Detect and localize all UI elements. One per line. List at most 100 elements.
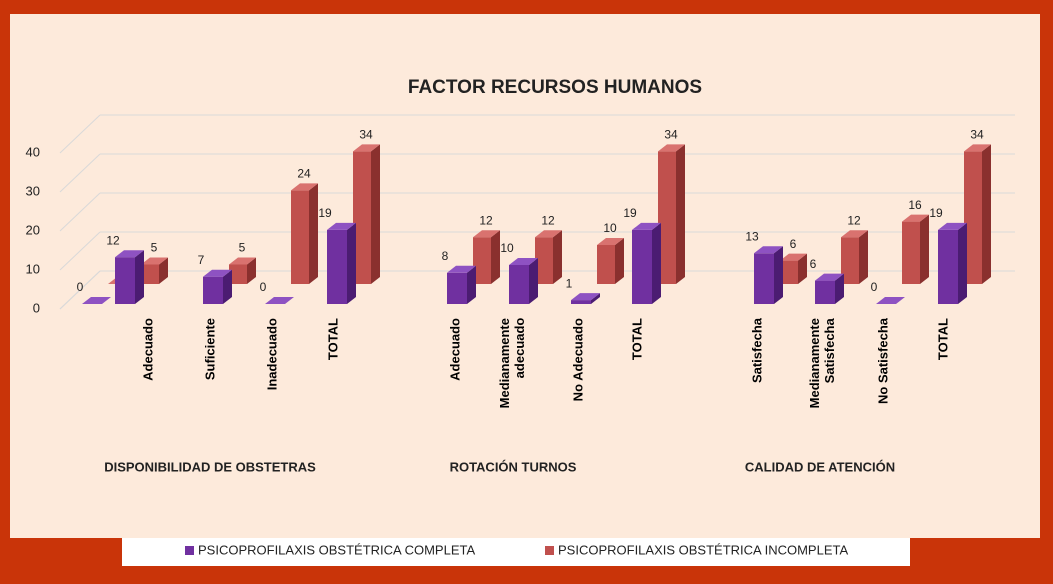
group-label: DISPONIBILIDAD DE OBSTETRAS	[104, 459, 316, 474]
bar-top	[353, 144, 380, 152]
x-tick-label: TOTAL	[935, 318, 951, 361]
bar-side	[774, 246, 783, 304]
data-label: 34	[970, 128, 984, 142]
bar-top	[876, 297, 905, 304]
bar-top	[815, 273, 844, 281]
bar-side	[309, 183, 318, 284]
data-label: 16	[908, 198, 922, 212]
data-label: 5	[151, 241, 158, 255]
data-label: 10	[500, 241, 514, 255]
x-tick-label: TOTAL	[325, 318, 341, 361]
bar-side	[615, 238, 624, 284]
bar	[632, 229, 652, 304]
bar	[658, 151, 676, 284]
legend-box	[122, 538, 910, 566]
bar-top	[841, 230, 868, 238]
bar-top	[82, 297, 111, 304]
bar	[597, 245, 615, 284]
bar-side	[347, 222, 356, 304]
data-label: 5	[239, 241, 246, 255]
x-tick-label: Medianamente Satisfecha	[807, 318, 837, 409]
data-label: 0	[77, 280, 84, 294]
bar-side	[135, 250, 144, 304]
bar-top	[964, 144, 991, 152]
bar-top	[571, 293, 600, 301]
bar-side	[223, 269, 232, 304]
bar-top	[597, 238, 624, 245]
bar	[841, 237, 859, 284]
bar-side	[982, 144, 991, 284]
bar-top	[291, 183, 318, 191]
bar	[353, 151, 371, 284]
data-label: 0	[260, 280, 267, 294]
x-tick-label: No Adecuado	[570, 318, 586, 402]
bar-top	[327, 222, 356, 230]
floor-edge	[59, 270, 101, 310]
x-tick-label: Adecuado	[447, 318, 463, 381]
bar-top	[509, 258, 538, 265]
bar	[473, 237, 491, 284]
data-label: 7	[198, 253, 205, 267]
bar-top	[632, 222, 661, 230]
bar-side	[159, 257, 168, 284]
legend-swatch	[545, 546, 554, 555]
bar-side	[371, 144, 380, 284]
x-tick-label: Suficiente	[202, 318, 218, 381]
data-label: 1	[566, 276, 573, 290]
data-label: 19	[929, 206, 943, 220]
bar-side	[467, 265, 476, 304]
grid-line	[59, 231, 101, 271]
bar-side	[529, 258, 538, 304]
bar-top	[535, 230, 562, 238]
data-label: 24	[297, 167, 311, 181]
bar-top	[754, 246, 783, 254]
bar-top	[902, 214, 929, 222]
bar	[509, 265, 529, 304]
bar-top	[203, 269, 232, 277]
legend-label: PSICOPROFILAXIS OBSTÉTRICA INCOMPLETA	[558, 542, 848, 557]
bar	[815, 280, 835, 304]
bar	[447, 272, 467, 304]
data-label: 12	[479, 213, 493, 227]
bar-top	[938, 222, 967, 230]
bar	[780, 260, 798, 284]
bar-side	[798, 253, 807, 284]
y-tick-label: 40	[26, 144, 40, 159]
grid-line	[59, 192, 101, 232]
bar	[141, 264, 159, 284]
bar-side	[553, 230, 562, 284]
bar-side	[835, 273, 844, 304]
data-label: 19	[623, 206, 637, 220]
data-label: 8	[442, 249, 449, 263]
bar-side	[591, 293, 600, 304]
x-tick-label: Inadecuado	[264, 318, 280, 391]
grid-line	[59, 153, 101, 193]
bar-side	[491, 230, 500, 284]
bar-side	[247, 257, 256, 284]
y-tick-label: 20	[26, 222, 40, 237]
bar	[291, 190, 309, 284]
y-tick-label: 30	[26, 183, 40, 198]
bar-top	[473, 230, 500, 238]
data-label: 34	[664, 128, 678, 142]
data-label: 6	[790, 237, 797, 251]
bar-side	[652, 222, 661, 304]
x-tick-label: No Satisfecha	[875, 318, 891, 404]
data-label: 19	[318, 206, 332, 220]
group-label: ROTACIÓN TURNOS	[450, 459, 577, 474]
bar	[571, 300, 591, 304]
bar	[938, 229, 958, 304]
data-label: 12	[106, 233, 120, 247]
bar-side	[859, 230, 868, 284]
bar-side	[676, 144, 685, 284]
y-tick-label: 0	[33, 300, 40, 315]
bar-side	[920, 214, 929, 284]
data-label: 0	[871, 280, 878, 294]
bar	[203, 276, 223, 304]
data-label: 13	[745, 229, 759, 243]
data-label: 12	[847, 213, 861, 227]
grid-line	[59, 114, 101, 154]
x-tick-label: TOTAL	[629, 318, 645, 361]
x-tick-label: Adecuado	[140, 318, 156, 381]
